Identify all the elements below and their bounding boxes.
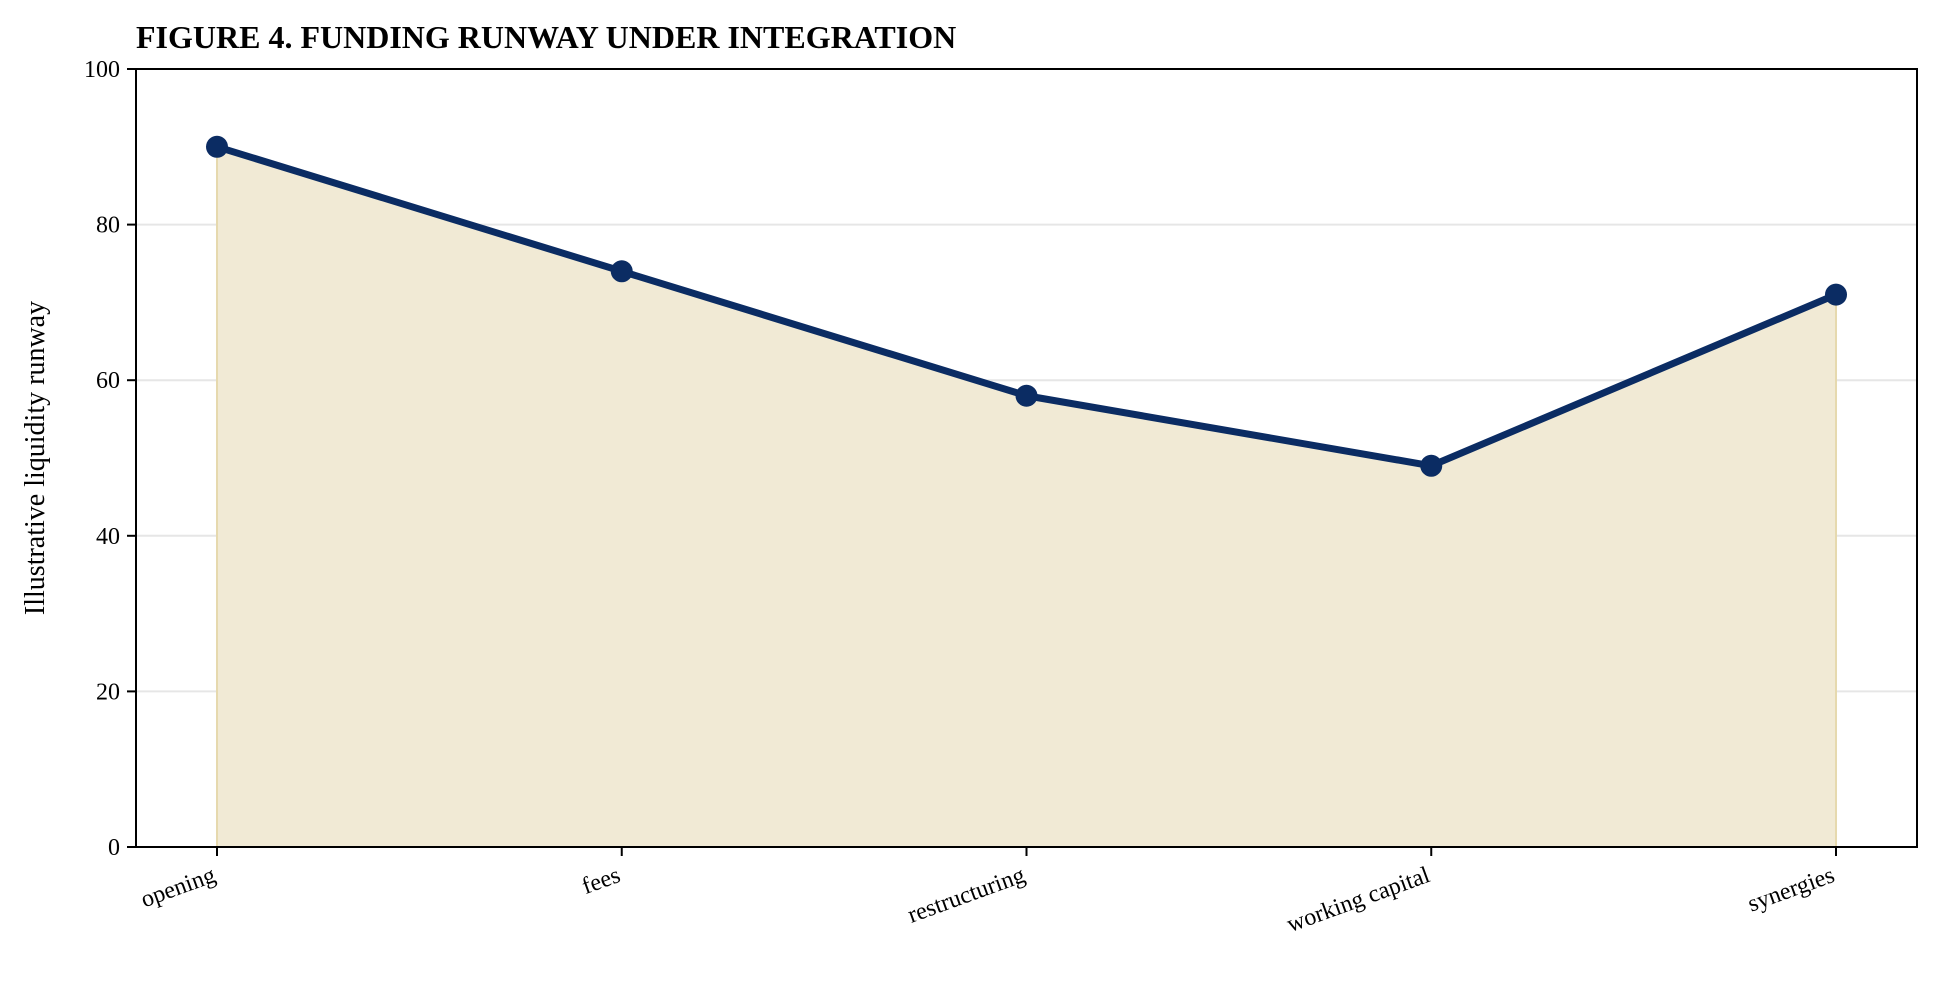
y-tick-label: 40 [96, 524, 120, 550]
points-layer [206, 135, 1847, 477]
y-tick-label: 80 [96, 213, 120, 239]
x-tick-label: opening [137, 862, 219, 913]
x-tick-label: synergies [1744, 862, 1838, 917]
data-point [1825, 283, 1847, 306]
y-axis-label: Illustrative liquidity runway [20, 301, 51, 615]
data-point [206, 135, 228, 158]
x-tick-label: restructuring [904, 862, 1028, 928]
y-axis-ticks: 0 20 40 60 80 100 [84, 57, 136, 861]
data-point [1015, 384, 1038, 407]
y-tick-label: 20 [96, 679, 120, 705]
y-tick-label: 0 [108, 835, 120, 861]
x-axis-ticks: opening fees restructuring working capital s… [137, 847, 1838, 938]
y-tick-label: 100 [84, 57, 120, 83]
data-point [610, 260, 633, 283]
area-layer [216, 146, 1837, 848]
data-point [1420, 454, 1443, 477]
area-fill [217, 146, 1836, 848]
y-tick-label: 60 [96, 368, 120, 394]
chart-title: FIGURE 4. FUNDING RUNWAY UNDER INTEGRATI… [136, 19, 956, 55]
x-tick-label: working capital [1283, 862, 1433, 938]
x-tick-label: fees [579, 862, 624, 900]
